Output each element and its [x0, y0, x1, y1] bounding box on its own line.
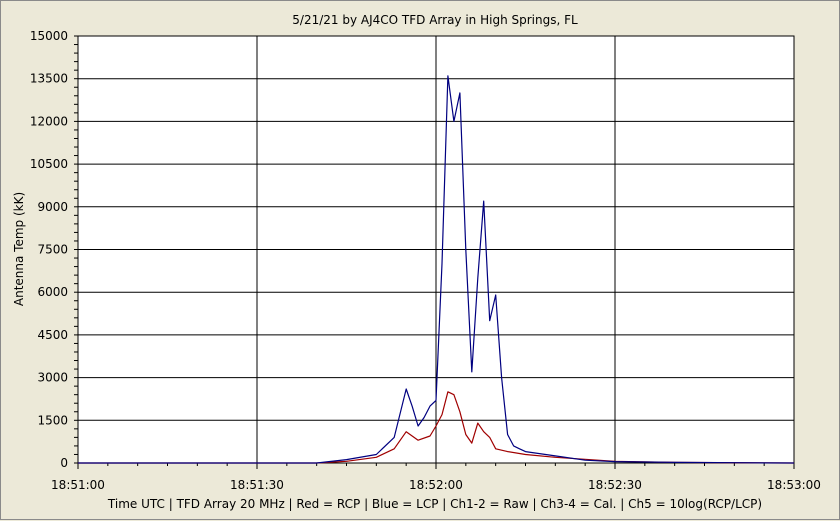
x-tick-label: 18:52:30 [588, 478, 642, 492]
grid-lines [78, 36, 794, 463]
y-tick-label: 10500 [30, 157, 68, 171]
y-tick-labels: 0 1500 3000 4500 6000 7500 9000 10500 12000 13500… [30, 29, 68, 470]
y-tick-label: 3000 [37, 371, 68, 385]
y-tick-label: 9000 [37, 200, 68, 214]
y-tick-label: 12000 [30, 114, 68, 128]
y-tick-label: 6000 [37, 285, 68, 299]
y-tick-label: 0 [60, 456, 68, 470]
series-lines [78, 75, 795, 464]
y-axis-label: Antenna Temp (kK) [12, 192, 26, 306]
x-axis-label: Time UTC | TFD Array 20 MHz | Red = RCP … [107, 497, 762, 511]
series-line [78, 391, 795, 464]
y-tick-label: 4500 [37, 328, 68, 342]
y-tick-label: 15000 [30, 29, 68, 43]
y-tick-label: 7500 [37, 243, 68, 257]
chart-title: 5/21/21 by AJ4CO TFD Array in High Sprin… [292, 13, 578, 27]
y-tick-label: 13500 [30, 72, 68, 86]
series-line [78, 75, 795, 464]
x-tick-label: 18:53:00 [767, 478, 821, 492]
x-tick-label: 18:51:30 [230, 478, 284, 492]
y-tick-label: 1500 [37, 413, 68, 427]
x-tick-labels: 18:51:00 18:51:30 18:52:00 18:52:30 18:53:00 [51, 478, 821, 492]
x-tick-label: 18:51:00 [51, 478, 105, 492]
x-tick-label: 18:52:00 [409, 478, 463, 492]
